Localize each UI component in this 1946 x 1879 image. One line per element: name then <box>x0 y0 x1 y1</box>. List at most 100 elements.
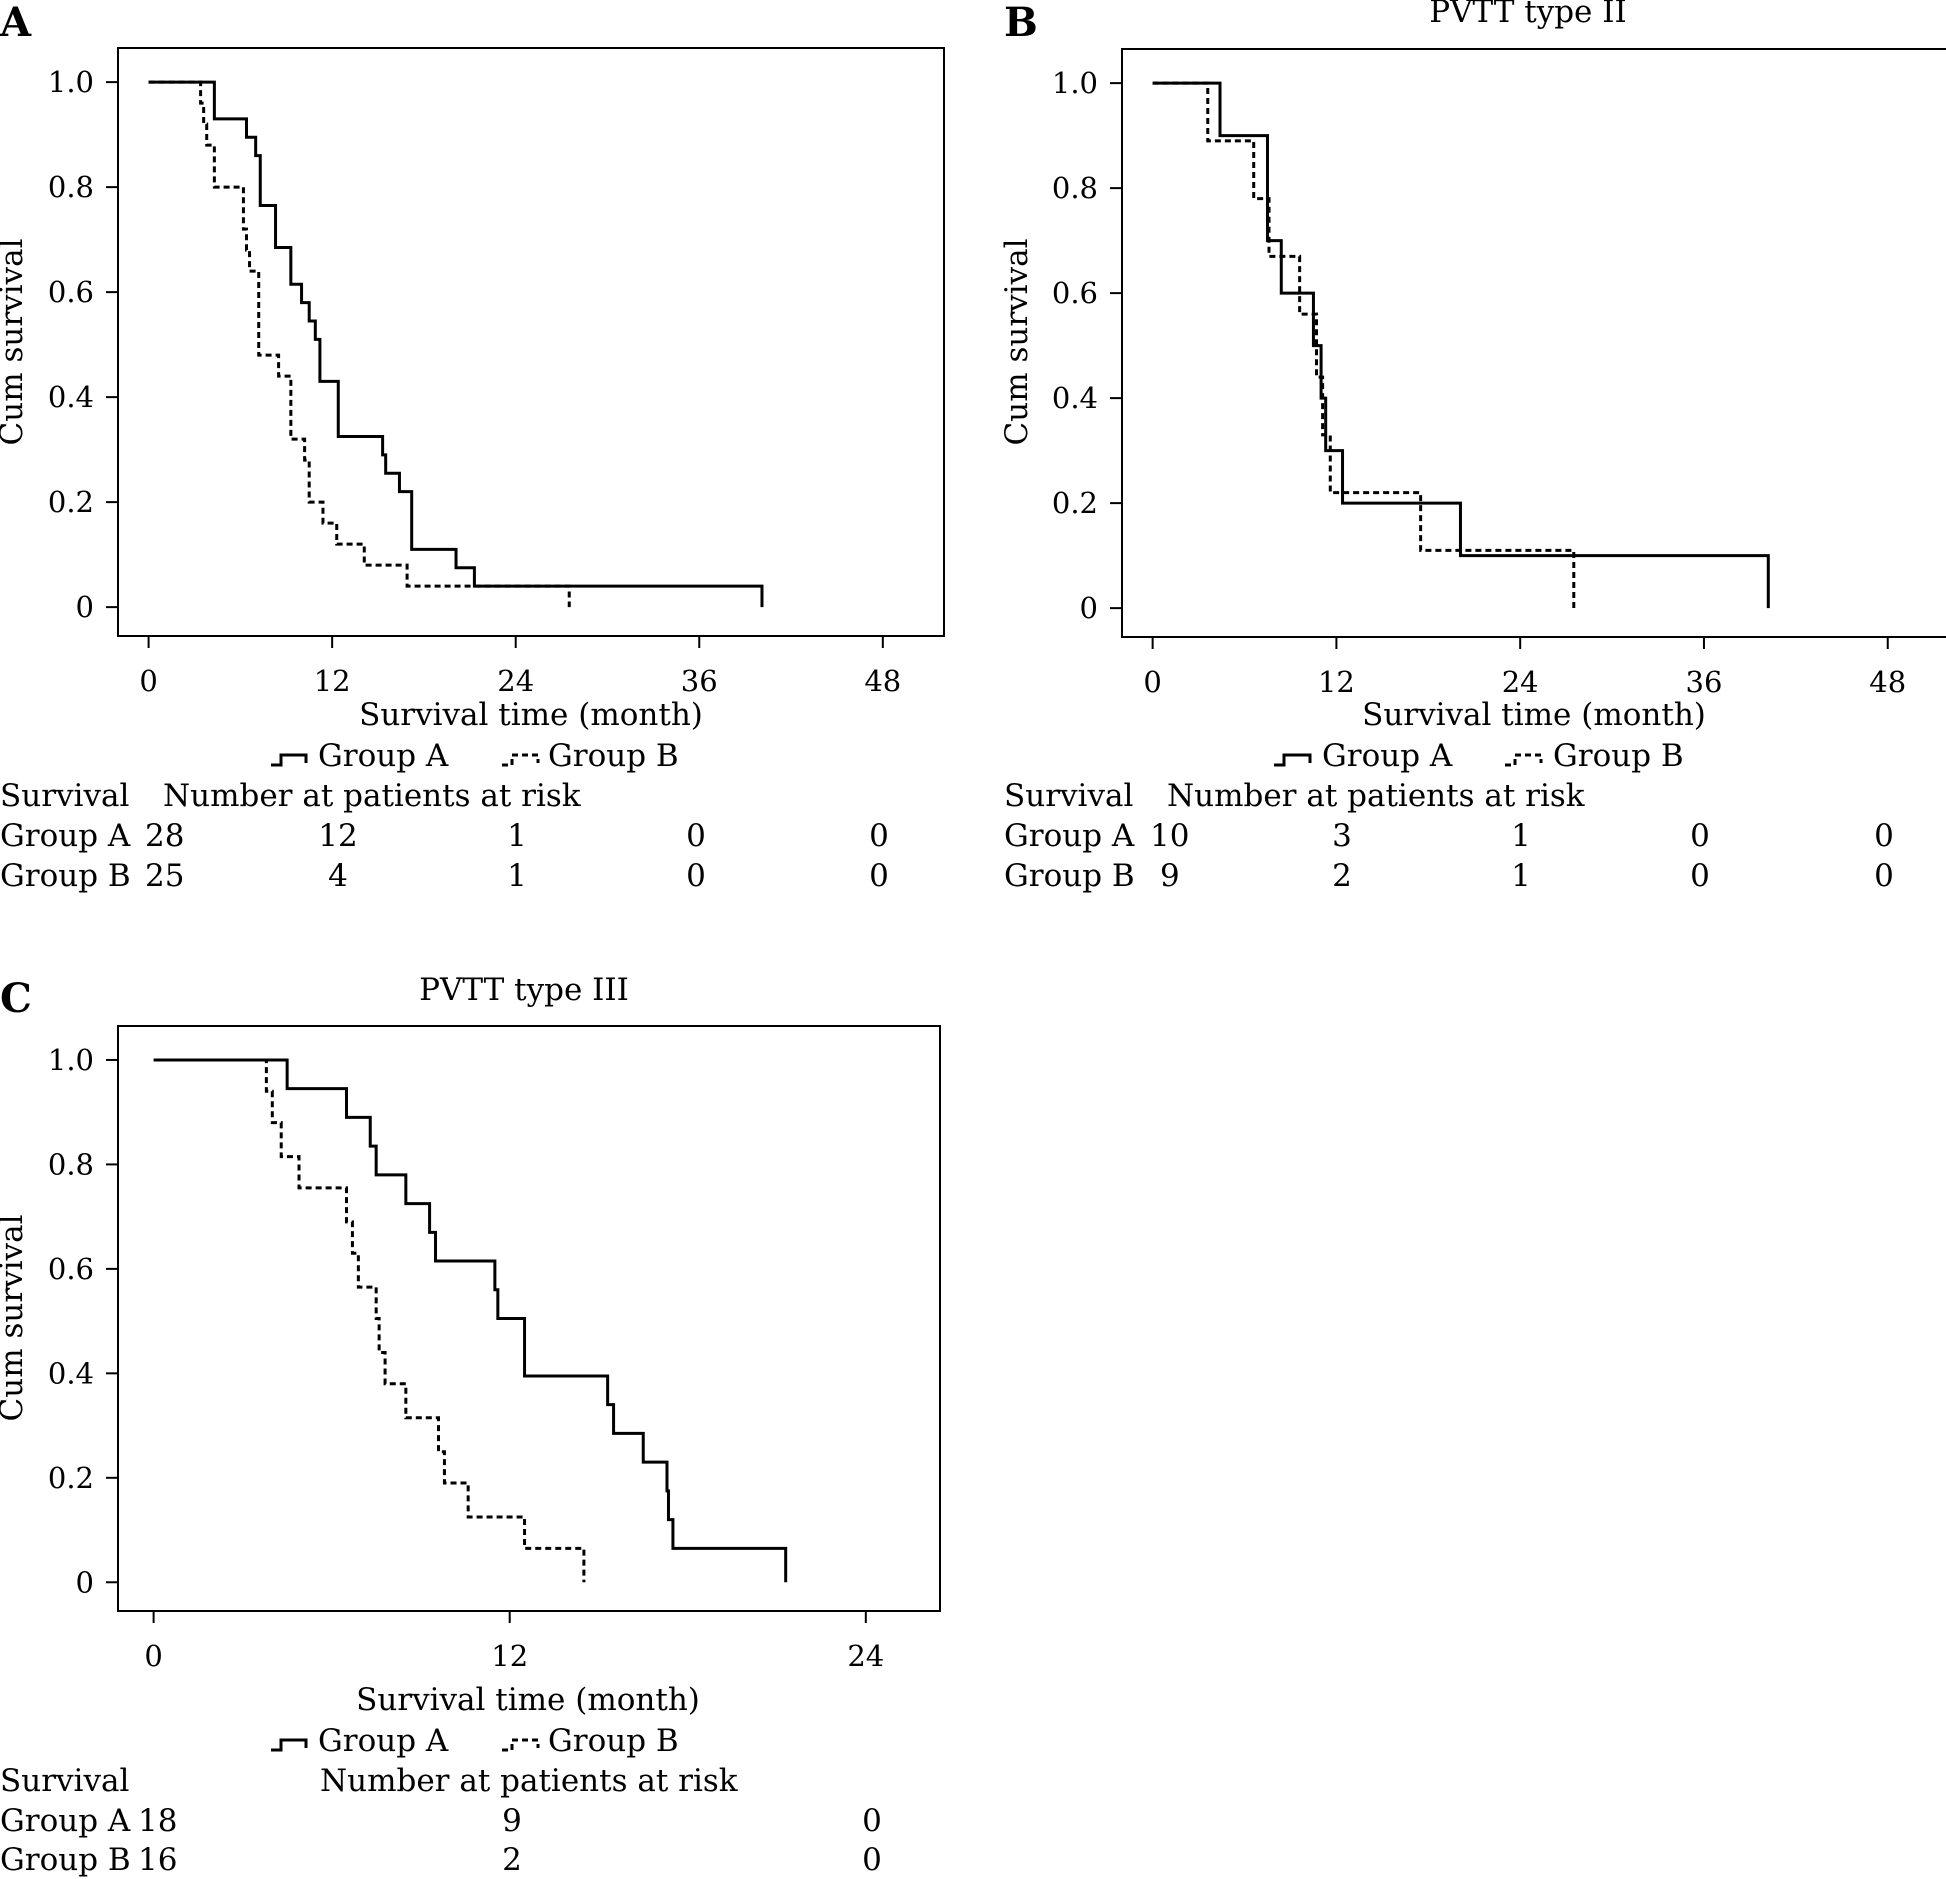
panel-b-risk-b-36: 0 <box>1690 858 1710 894</box>
panel-a-legend-swatch-group-b <box>502 753 540 767</box>
panel-c-risk-b-0: 16 <box>138 1842 177 1878</box>
panel-b-risk-a-36: 0 <box>1690 818 1710 854</box>
panel-a-legend-swatch-group-a <box>271 753 308 767</box>
panel-a-risk-b-12: 4 <box>328 858 348 894</box>
panel-a-y-tick-label: 0.8 <box>48 170 94 204</box>
panel-c-risk-subheader: Number at patients at risk <box>320 1763 738 1799</box>
panel-a-risk-a-0: 28 <box>145 818 184 854</box>
panel-a-y-tick-label: 0.4 <box>48 380 94 414</box>
panel-c-risk-table: Survival Number at patients at risk Grou… <box>0 1763 882 1878</box>
panel-c-y-tick-label: 1.0 <box>48 1043 94 1077</box>
panel-b-risk-row-label-group-a: Group A <box>1004 818 1135 854</box>
panel-b-x-tick-label: 0 <box>1143 665 1161 699</box>
panel-b-risk-a-24: 1 <box>1511 818 1531 854</box>
panel-a-x-axis-label: Survival time (month) <box>359 697 703 733</box>
panel-b-y-axis-label: Cum survival <box>999 239 1035 446</box>
panel-a: A 0 0.2 0.4 0.6 0.8 1.0 0 12 24 36 48 Survival tim… <box>0 0 945 894</box>
panel-c-legend-swatch-group-a <box>271 1738 308 1752</box>
panel-b-x-tick-label: 48 <box>1869 665 1906 699</box>
panel-a-risk-row-label-group-a: Group A <box>0 818 131 854</box>
panel-b-x-tick-label: 36 <box>1686 665 1723 699</box>
panel-a-curves <box>148 80 764 608</box>
panel-a-risk-header: Survival <box>0 778 129 814</box>
panel-c-risk-row-label-group-b: Group B <box>0 1842 131 1878</box>
panel-a-legend: Group A Group B <box>271 738 679 774</box>
panel-b-curve-group-a <box>1152 81 1770 609</box>
panel-c-y-tick-label: 0.6 <box>48 1252 94 1286</box>
panel-a-y-tick-label: 0.6 <box>48 275 94 309</box>
panel-c-risk-a-0: 18 <box>138 1803 177 1839</box>
panel-a-risk-b-24: 1 <box>507 858 527 894</box>
panel-a-risk-b-0: 25 <box>145 858 184 894</box>
panel-b-risk-a-48: 0 <box>1874 818 1894 854</box>
panel-a-x-tick-label: 24 <box>497 664 534 698</box>
panel-c-axes: 0 0.2 0.4 0.6 0.8 1.0 0 12 24 <box>48 1043 884 1673</box>
panel-c-risk-a-12: 9 <box>502 1803 522 1839</box>
panel-a-curve-group-a <box>148 80 764 608</box>
panel-a-letter: A <box>0 0 32 46</box>
panel-c-letter: C <box>0 975 32 1022</box>
panel-c-y-axis-label: Cum survival <box>0 1215 30 1422</box>
panel-b-plot-frame <box>1121 48 1946 638</box>
panel-c-legend: Group A Group B <box>271 1723 679 1759</box>
panel-a-risk-subheader: Number at patients at risk <box>163 778 581 814</box>
panel-b: B PVTT type II 00.20.40.60.81.00 12 24 36 48… <box>999 0 1946 894</box>
panel-b-y-tick-label: 0.8 <box>1052 171 1098 205</box>
panel-b-curve-group-b <box>1152 81 1576 609</box>
panel-c-x-tick-label: 24 <box>847 1639 884 1673</box>
panel-a-risk-b-48: 0 <box>869 858 889 894</box>
panel-b-x-tick-label: 12 <box>1318 665 1355 699</box>
panel-a-y-tick-label: 1.0 <box>48 65 94 99</box>
panel-a-x-tick-label: 0 <box>139 664 157 698</box>
panel-a-risk-a-24: 1 <box>507 818 527 854</box>
panel-c-risk-b-12: 2 <box>502 1842 522 1878</box>
panel-a-axes: 0 0.2 0.4 0.6 0.8 1.0 0 12 24 36 48 <box>48 65 901 698</box>
panel-c-risk-row-label-group-a: Group A <box>0 1803 131 1839</box>
panel-a-risk-a-48: 0 <box>869 818 889 854</box>
panel-c-curve-group-b <box>153 1058 586 1583</box>
panel-c: C PVTT type III 0 0.2 0.4 0.6 0.8 1.0 0 12 24 Su… <box>0 972 941 1878</box>
panel-c-curves <box>153 1058 788 1583</box>
panel-a-x-tick-label: 36 <box>681 664 718 698</box>
panel-b-legend-label-group-a: Group A <box>1322 738 1453 774</box>
panel-c-curve-group-a <box>153 1058 788 1583</box>
panel-b-y-tick-label: 1.0 <box>1052 66 1098 100</box>
panel-b-legend: Group A Group B <box>1274 738 1684 774</box>
panel-a-legend-label-group-a: Group A <box>318 738 449 774</box>
panel-b-legend-label-group-b: Group B <box>1553 738 1684 774</box>
panel-a-y-axis-label: Cum survival <box>0 239 30 446</box>
panel-b-risk-b-48: 0 <box>1874 858 1894 894</box>
panel-a-risk-row-label-group-b: Group B <box>0 858 131 894</box>
panel-b-curves <box>1152 81 1770 609</box>
panel-b-x-axis-label: Survival time (month) <box>1362 697 1706 733</box>
panel-a-curve-group-b <box>148 80 571 608</box>
panel-c-risk-header: Survival <box>0 1763 129 1799</box>
panel-b-title: PVTT type II <box>1429 0 1627 30</box>
panel-c-y-tick-label: 0 <box>76 1565 94 1599</box>
panel-a-legend-label-group-b: Group B <box>548 738 679 774</box>
panel-b-legend-swatch-group-b <box>1505 753 1543 767</box>
panel-c-risk-a-24: 0 <box>862 1803 882 1839</box>
panel-c-y-tick-label: 0.8 <box>48 1147 94 1181</box>
panel-a-plot-frame <box>117 47 945 637</box>
panel-c-x-axis-label: Survival time (month) <box>356 1682 700 1718</box>
panel-c-x-tick-label: 0 <box>144 1639 162 1673</box>
panel-b-risk-b-12: 2 <box>1332 858 1352 894</box>
panel-b-x-tick-label: 24 <box>1502 665 1539 699</box>
panel-a-risk-table: Survival Number at patients at risk Grou… <box>0 778 889 894</box>
panel-b-risk-b-24: 1 <box>1511 858 1531 894</box>
panel-c-legend-label-group-a: Group A <box>318 1723 449 1759</box>
panel-a-y-tick-label: 0.2 <box>48 485 94 519</box>
panel-c-y-tick-label: 0.2 <box>48 1461 94 1495</box>
panel-c-legend-label-group-b: Group B <box>548 1723 679 1759</box>
panel-c-risk-b-24: 0 <box>862 1842 882 1878</box>
panel-b-letter: B <box>1004 0 1038 46</box>
panel-a-risk-b-36: 0 <box>686 858 706 894</box>
panel-b-risk-table: Survival Number at patients at risk Grou… <box>1004 778 1894 894</box>
panel-b-risk-b-0: 9 <box>1160 858 1180 894</box>
panel-b-risk-a-0: 10 <box>1150 818 1189 854</box>
panel-c-legend-swatch-group-b <box>502 1738 540 1752</box>
panel-b-y-tick-label: 0.6 <box>1052 276 1098 310</box>
panel-a-risk-a-36: 0 <box>686 818 706 854</box>
